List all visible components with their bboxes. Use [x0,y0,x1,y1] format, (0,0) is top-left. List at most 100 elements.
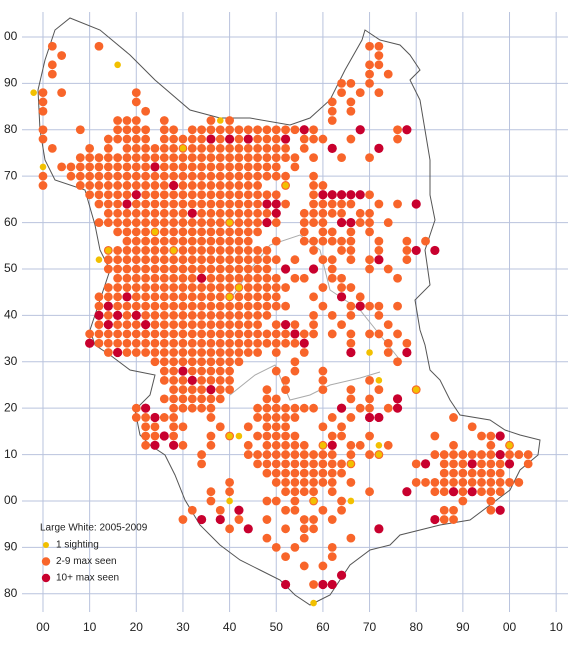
record-dot [113,171,123,181]
record-dot [262,283,272,292]
record-dot [95,256,103,264]
record-dot [150,310,160,320]
x-tick-label: 70 [363,620,377,634]
record-dot [337,459,346,469]
record-dot [113,134,123,144]
record-dot [327,227,337,237]
record-dot [178,338,188,348]
record-dot [337,236,346,246]
record-dot [187,246,197,255]
record-dot [225,301,234,311]
record-dot [234,236,244,246]
record-dot [57,88,67,98]
record-dot [215,283,225,292]
record-dot [243,301,253,311]
record-dot [187,301,197,311]
record-dot [206,255,216,265]
record-dot [159,162,169,172]
record-dot [318,478,328,487]
record-dot [141,246,151,255]
record-dot [318,375,328,385]
x-tick-label: 90 [456,620,470,634]
record-dot [318,561,328,571]
record-dot [215,357,225,367]
record-dot [122,116,132,125]
record-dot [159,153,169,163]
record-dot [421,478,430,487]
record-dot [365,153,374,163]
record-dot [47,60,57,70]
record-dot [169,134,179,144]
record-dot [38,106,48,116]
record-dot [347,497,355,505]
record-dot [392,394,403,404]
record-dot [187,505,197,515]
record-dot [327,273,337,283]
record-dot [225,320,234,330]
record-dot [253,190,262,200]
record-dot [178,292,188,302]
record-dot [178,403,188,413]
record-dot [458,487,468,497]
record-dot [234,292,244,302]
record-dot [225,190,234,200]
record-dot [113,320,123,330]
record-dot [215,329,225,339]
record-dot [430,450,440,459]
record-dot [206,134,216,144]
record-dot [337,153,346,163]
record-dot [234,301,244,311]
record-dot [374,255,384,265]
record-dot [150,422,160,432]
record-dot [141,171,151,181]
record-dot [57,51,67,60]
record-dot [262,153,272,163]
record-dot [75,162,85,172]
record-dot [262,134,272,144]
record-dot [327,310,337,320]
record-dot [243,246,253,255]
record-dot [253,431,262,441]
record-dot [309,403,318,413]
record-dot [150,181,160,190]
record-dot [131,190,141,200]
record-dot [346,413,356,422]
record-dot [365,41,374,51]
record-dot [169,292,179,302]
y-tick-label: 90 [4,76,18,90]
record-dot [113,153,123,163]
record-dot [159,366,169,376]
record-dot [262,246,272,255]
record-dot [159,375,169,385]
record-dot [336,190,347,200]
record-dot [253,134,262,144]
record-dot [309,199,318,209]
record-dot [262,217,272,228]
record-dot [449,440,458,450]
record-dot [187,181,197,190]
record-dot [346,236,356,246]
record-dot [375,451,383,458]
record-dot [449,515,458,524]
record-dot [280,134,291,144]
record-dot [271,134,281,144]
record-dot [290,255,300,265]
record-dot [178,273,188,283]
record-dot [113,227,123,237]
record-dot [66,171,76,181]
record-dot [141,403,151,413]
record-dot [197,236,207,246]
record-dot [365,264,374,274]
record-dot [253,459,262,469]
record-dot [226,219,233,226]
record-dot [355,403,365,413]
record-dot [290,440,300,450]
record-dot [206,496,216,506]
record-dot [262,533,272,543]
record-dot [271,125,281,135]
record-dot [243,171,253,181]
y-tick-label: 00 [4,29,18,43]
record-dot [206,310,216,320]
record-dot [131,413,141,422]
